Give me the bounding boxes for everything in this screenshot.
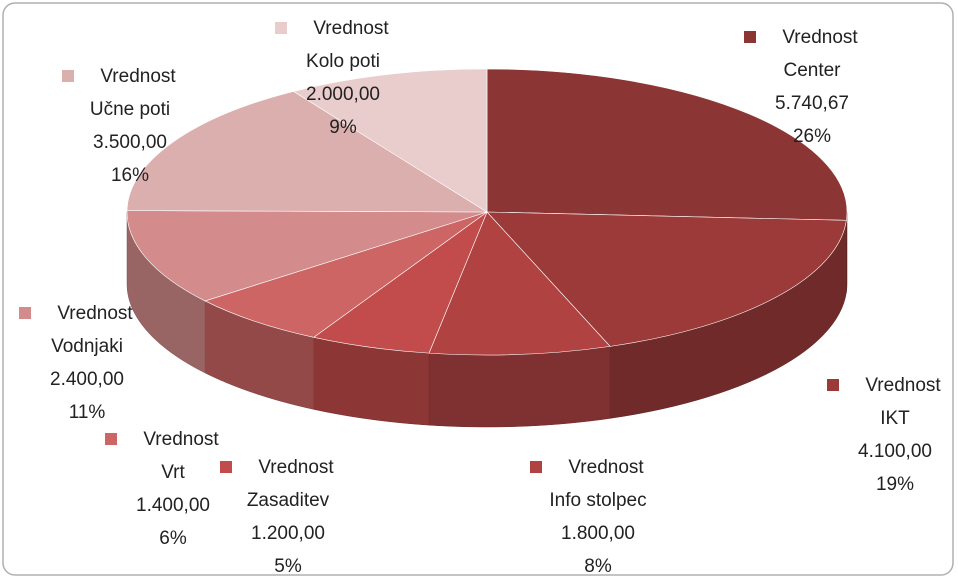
label-percent: 6% <box>159 528 187 549</box>
label-series: Vrednost <box>100 66 176 87</box>
label-series: Vrednost <box>568 457 644 478</box>
label-series: Vrednost <box>865 375 941 396</box>
legend-swatch <box>744 31 756 43</box>
label-percent: 8% <box>584 556 612 577</box>
label-category: Vodnjaki <box>51 336 123 357</box>
label-value: 1.400,00 <box>136 495 210 516</box>
label-value: 4.100,00 <box>858 441 932 462</box>
legend-swatch <box>827 379 839 391</box>
label-series: Vrednost <box>258 457 334 478</box>
pie-side <box>428 346 611 428</box>
legend-swatch <box>105 433 117 445</box>
pie-slice <box>204 211 488 338</box>
legend-swatch <box>275 22 287 34</box>
pie-slice <box>486 68 848 221</box>
label-category: Zasaditev <box>247 490 330 511</box>
label-category: Učne poti <box>90 99 170 120</box>
pie-slice <box>486 211 847 347</box>
label-percent: 26% <box>793 126 831 147</box>
label-value: 2.400,00 <box>50 369 124 390</box>
legend-swatch <box>19 307 31 319</box>
legend-swatch <box>530 461 542 473</box>
pie-slice <box>428 211 611 356</box>
label-category: IKT <box>880 408 910 429</box>
label-category: Vrt <box>161 462 185 483</box>
pie-slice <box>126 91 489 213</box>
label-category: Kolo poti <box>306 51 380 72</box>
label-percent: 9% <box>329 117 357 138</box>
label-percent: 19% <box>876 474 914 495</box>
label-percent: 16% <box>111 165 149 186</box>
label-value: 3.500,00 <box>93 132 167 153</box>
legend-swatch <box>220 461 232 473</box>
label-value: 1.200,00 <box>251 523 325 544</box>
label-series: Vrednost <box>313 18 389 39</box>
label-series: Vrednost <box>57 303 133 324</box>
label-percent: 5% <box>274 556 302 577</box>
label-category: Center <box>783 60 841 81</box>
label-value: 5.740,67 <box>775 93 849 114</box>
label-series: Vrednost <box>143 429 219 450</box>
pie-slice <box>292 68 488 213</box>
label-category: Info stolpec <box>549 490 646 511</box>
legend-swatch <box>62 70 74 82</box>
pie-slice <box>126 210 488 302</box>
label-percent: 11% <box>69 402 106 423</box>
label-value: 2.000,00 <box>306 84 380 105</box>
label-series: Vrednost <box>782 27 858 48</box>
label-value: 1.800,00 <box>561 523 635 544</box>
